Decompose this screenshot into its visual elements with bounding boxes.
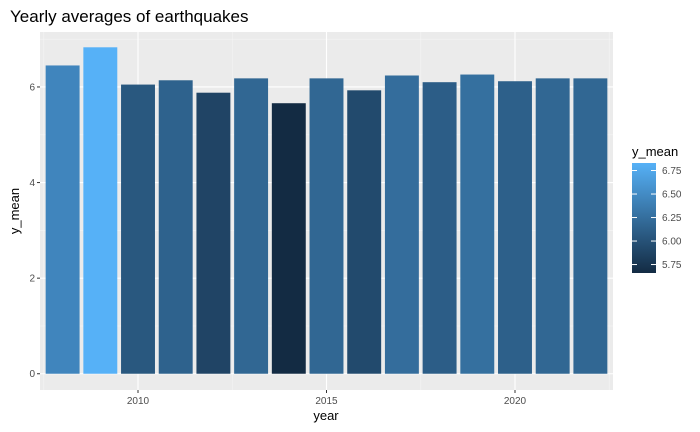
bar-2017 (384, 75, 419, 374)
bar-2014 (271, 103, 306, 374)
bars (45, 47, 608, 374)
legend-title: y_mean (632, 144, 678, 159)
x-tick-label: 2010 (127, 396, 150, 407)
bar-2013 (234, 78, 269, 374)
bar-2011 (158, 80, 193, 374)
y-axis-title: y_mean (7, 188, 22, 234)
y-tick-label: 2 (29, 274, 35, 285)
bar-2015 (309, 78, 344, 374)
bar-2022 (573, 78, 608, 374)
legend: y_mean 6.75 6.50 6.25 6.00 5.75 (632, 144, 682, 273)
bar-2008 (45, 65, 80, 374)
legend-label: 5.75 (662, 260, 682, 271)
y-axis: 0 2 4 6 (29, 82, 40, 380)
bar-2018 (422, 82, 457, 374)
y-tick-label: 0 (29, 369, 35, 380)
bar-2020 (498, 81, 532, 374)
bar-2019 (460, 74, 495, 374)
y-tick-label: 6 (29, 82, 35, 93)
legend-label: 6.50 (662, 190, 682, 201)
bar-2021 (535, 78, 570, 374)
x-tick-label: 2015 (315, 396, 338, 407)
chart-title: Yearly averages of earthquakes (10, 7, 248, 26)
bar-2009 (83, 47, 118, 374)
bar-2010 (121, 84, 155, 374)
y-tick-label: 4 (29, 178, 35, 189)
legend-label: 6.75 (662, 166, 682, 177)
legend-label: 6.25 (662, 213, 682, 224)
x-axis-title: year (313, 408, 339, 423)
legend-ticks: 6.75 6.50 6.25 6.00 5.75 (632, 166, 682, 271)
bar-2012 (196, 92, 231, 374)
x-tick-label: 2020 (504, 396, 527, 407)
bar-2016 (347, 90, 382, 374)
legend-label: 6.00 (662, 237, 682, 248)
x-axis: 2010 2015 2020 (127, 390, 527, 407)
